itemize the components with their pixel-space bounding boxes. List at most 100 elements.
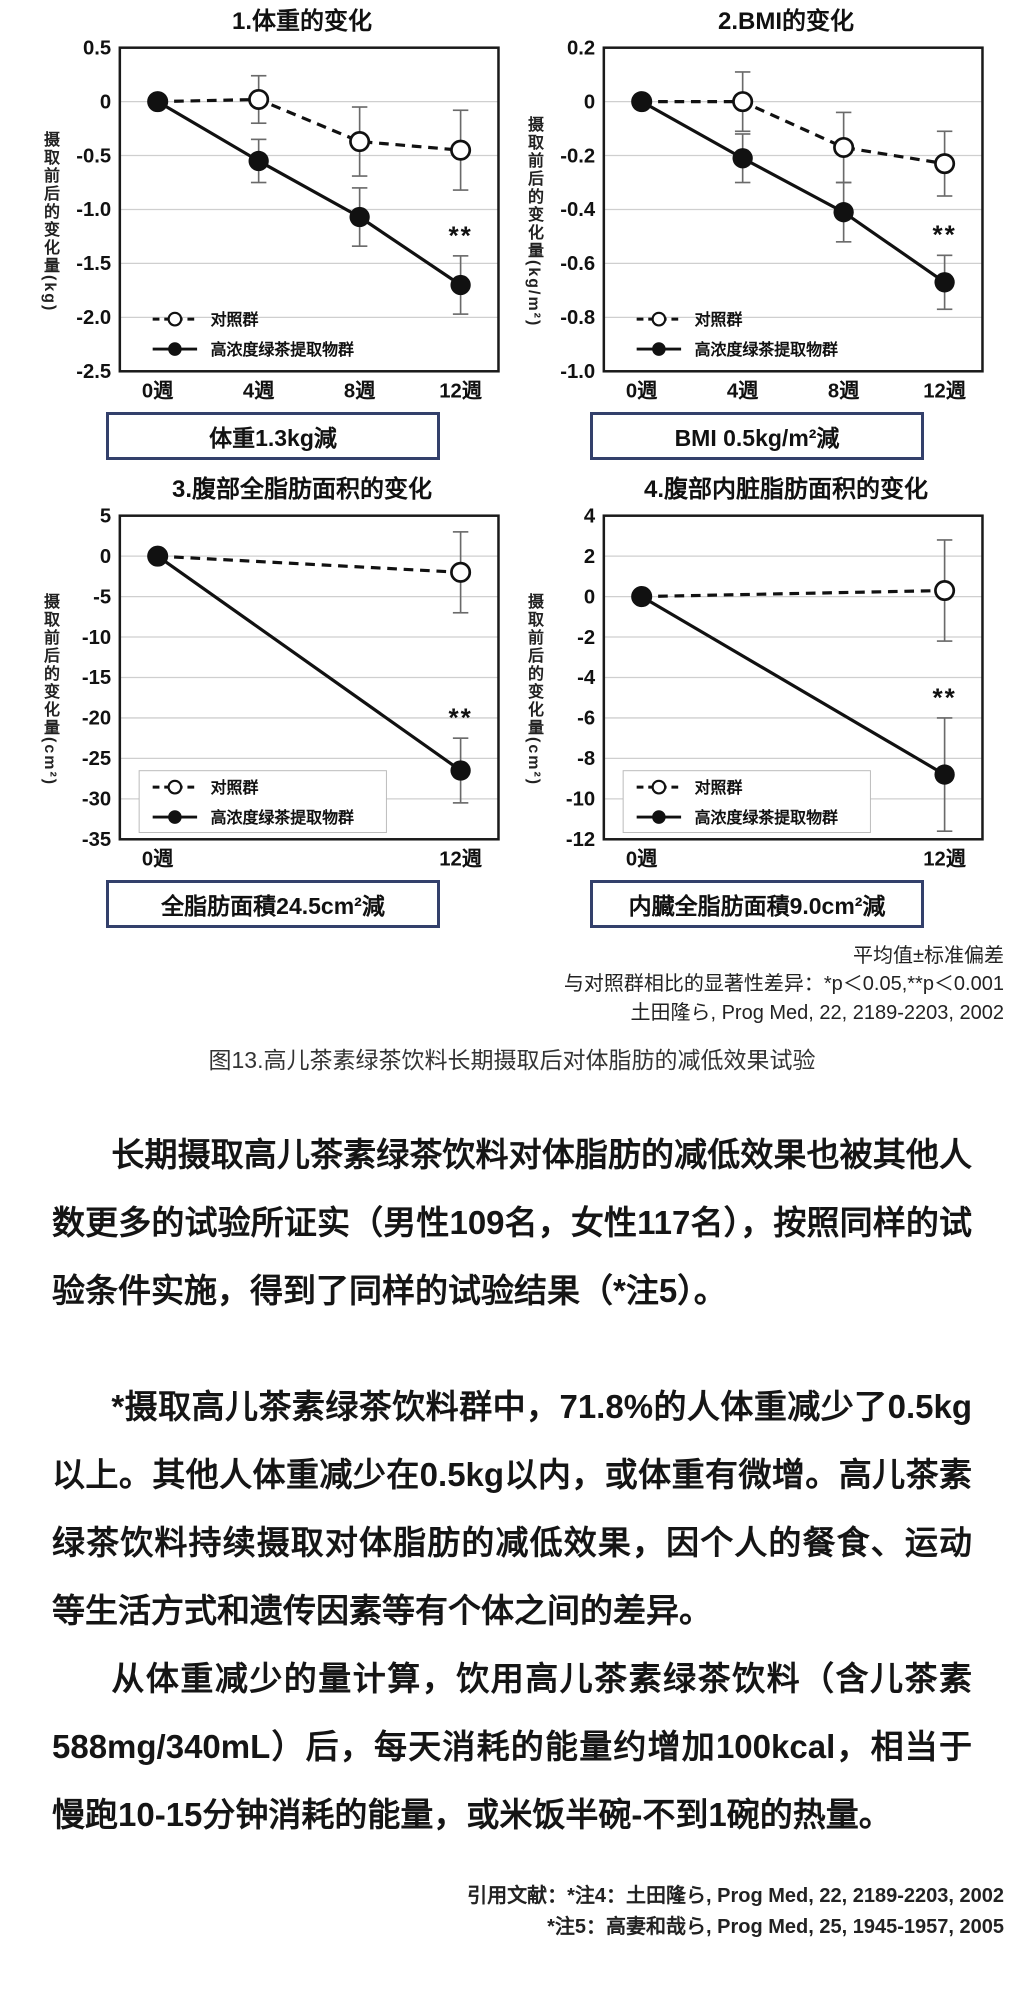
chart-title: 3.腹部全脂肪面积的变化 bbox=[171, 475, 432, 503]
legend-label: 对照群 bbox=[211, 778, 259, 797]
data-point-control bbox=[349, 130, 371, 152]
legend-box bbox=[138, 769, 387, 833]
data-point-treatment bbox=[934, 271, 955, 293]
series-line-control bbox=[157, 554, 461, 574]
y-tick-label: -1.0 bbox=[560, 361, 595, 383]
legend-item-treatment: 高浓度绿茶提取物群 bbox=[152, 340, 354, 359]
y-tick-label: 4 bbox=[584, 507, 596, 527]
data-point-treatment bbox=[147, 91, 168, 112]
plot-border bbox=[602, 514, 984, 841]
legend-box bbox=[622, 769, 871, 833]
legend-label: 对照群 bbox=[211, 310, 259, 329]
paragraph-note5-detail: *摄取高儿茶素绿茶饮料群中，71.8%的人体重减少了0.5kg以上。其他人体重减… bbox=[52, 1388, 972, 1630]
y-tick-label: -6 bbox=[577, 707, 595, 729]
data-point-control bbox=[248, 88, 270, 110]
chart-visceral-fat-area-change: 4.腹部内脏脂肪面积的变化 摄取前后的变化量(cm²) 4 2 0 -2 -4 -6 -8 -… bbox=[518, 476, 996, 928]
y-tick-label: -0.4 bbox=[560, 199, 596, 221]
y-axis-label: 摄取前后的变化量(cm²) bbox=[41, 592, 58, 786]
legend-item-treatment: 高浓度绿茶提取物群 bbox=[636, 808, 838, 827]
y-tick-label: -2.0 bbox=[76, 307, 111, 329]
series-line-control bbox=[157, 97, 461, 152]
y-axis-label: 摄取前后的变化量(kg) bbox=[41, 130, 58, 313]
data-point-treatment bbox=[147, 545, 168, 567]
x-tick-label: 0週 bbox=[626, 847, 658, 870]
y-tick-label: -0.5 bbox=[76, 145, 111, 167]
charts-grid: 1.体重的变化 摄取前后的变化量(kg) 0.5 0 -0.5 -1.0 -1.5 -2.… bbox=[0, 8, 1024, 928]
series-line-treatment bbox=[156, 100, 462, 287]
chart-bmi-change: 2.BMI的变化 摄取前后的变化量(kg/m²) 0.2 0 -0.2 -0.4 -0.… bbox=[518, 8, 996, 460]
plot-border bbox=[602, 46, 984, 373]
data-point-treatment bbox=[732, 147, 753, 169]
y-tick-label: -35 bbox=[82, 829, 111, 851]
plot-border bbox=[118, 46, 500, 373]
y-tick-label: -0.2 bbox=[560, 145, 595, 167]
data-point-treatment bbox=[833, 201, 854, 223]
chart-weight-change: 1.体重的变化 摄取前后的变化量(kg) 0.5 0 -0.5 -1.0 -1.5 -2.… bbox=[34, 8, 512, 460]
data-point-control bbox=[732, 90, 754, 112]
legend-label: 高浓度绿茶提取物群 bbox=[211, 340, 354, 359]
data-point-treatment bbox=[248, 150, 269, 171]
y-axis-label: 摄取前后的变化量(kg/m²) bbox=[525, 115, 542, 328]
significance-marker: ** bbox=[933, 682, 957, 712]
y-tick-label: 0 bbox=[100, 546, 111, 568]
x-tick-label: 0週 bbox=[626, 379, 658, 402]
data-point-control bbox=[833, 136, 855, 158]
y-tick-label: 5 bbox=[100, 507, 111, 527]
x-tick-label: 12週 bbox=[923, 847, 967, 870]
y-tick-label: -30 bbox=[82, 788, 111, 810]
y-tick-label: -0.8 bbox=[560, 307, 595, 329]
y-tick-label: 0 bbox=[584, 586, 595, 608]
significance-marker: ** bbox=[449, 220, 473, 250]
series-line-treatment bbox=[640, 100, 946, 284]
legend-item-treatment: 高浓度绿茶提取物群 bbox=[636, 340, 838, 359]
x-tick-label: 12週 bbox=[439, 379, 483, 402]
data-point-treatment bbox=[349, 206, 370, 227]
chart-title: 4.腹部内脏脂肪面积的变化 bbox=[643, 475, 928, 503]
legend-label: 高浓度绿茶提取物群 bbox=[211, 808, 354, 827]
chart-1-plot: 0.5 0 -0.5 -1.0 -1.5 -2.0 -2.5 0週 4週 8週 12週 对照群高浓度绿… bbox=[76, 39, 500, 402]
y-tick-label: 0.5 bbox=[83, 39, 111, 59]
y-tick-label: -20 bbox=[82, 707, 111, 729]
reference-note4: 引用文献：*注4：土田隆ら, Prog Med, 22, 2189-2203, … bbox=[467, 1885, 1004, 1908]
data-point-treatment bbox=[450, 760, 471, 781]
y-tick-label: -10 bbox=[566, 788, 595, 810]
legend-marker-filled-circle bbox=[652, 342, 666, 356]
chart-title: 1.体重的变化 bbox=[231, 8, 372, 35]
data-point-control bbox=[934, 152, 956, 174]
y-tick-label: -4 bbox=[577, 667, 596, 689]
y-tick-label: -15 bbox=[82, 667, 111, 689]
y-tick-label: -10 bbox=[82, 627, 111, 649]
x-tick-label: 4週 bbox=[243, 379, 275, 402]
result-box-total-fat: 全脂肪面積24.5cm²減 bbox=[105, 879, 441, 928]
result-box-visceral-fat: 内臓全脂肪面積9.0cm²減 bbox=[589, 879, 925, 928]
article-body: 长期摄取高儿茶素绿茶饮料对体脂肪的减低效果也被其他人数更多的试验所证实（男性10… bbox=[0, 1121, 1024, 1849]
x-tick-label: 0週 bbox=[142, 379, 174, 402]
legend-marker-open-circle bbox=[651, 779, 667, 795]
y-tick-label: 2 bbox=[584, 546, 595, 568]
paragraph-trial-confirmation: 长期摄取高儿茶素绿茶饮料对体脂肪的减低效果也被其他人数更多的试验所证实（男性10… bbox=[52, 1136, 972, 1310]
significance-marker: ** bbox=[933, 220, 957, 250]
y-tick-label: -2.5 bbox=[76, 361, 111, 383]
y-tick-label: 0.2 bbox=[567, 39, 595, 59]
legend-marker-open-circle bbox=[167, 779, 183, 795]
y-tick-label: -12 bbox=[566, 829, 595, 851]
y-tick-label: -1.5 bbox=[76, 253, 111, 275]
legend-label: 高浓度绿茶提取物群 bbox=[695, 808, 838, 827]
chart-total-fat-area-change: 3.腹部全脂肪面积的变化 摄取前后的变化量(cm²) 5 0 -5 -10 -15 -20… bbox=[34, 476, 512, 928]
significance-marker: ** bbox=[449, 702, 473, 732]
y-tick-label: 0 bbox=[584, 91, 595, 113]
y-axis-label: 摄取前后的变化量(cm²) bbox=[525, 592, 542, 786]
y-tick-label: -2 bbox=[577, 627, 595, 649]
x-tick-label: 0週 bbox=[142, 847, 174, 870]
y-tick-label: -0.6 bbox=[560, 253, 595, 275]
data-point-treatment bbox=[631, 586, 652, 607]
y-tick-label: -25 bbox=[82, 748, 111, 770]
y-tick-label: -5 bbox=[93, 586, 111, 608]
legend-item-control: 对照群 bbox=[152, 778, 259, 797]
x-tick-label: 12週 bbox=[923, 379, 967, 402]
figure-notes: 平均值±标准偏差 与对照群相比的显著性差异：*p＜0.05,**p＜0.001 … bbox=[0, 942, 1024, 1027]
note-citation: 土田隆ら, Prog Med, 22, 2189-2203, 2002 bbox=[630, 1001, 1004, 1024]
